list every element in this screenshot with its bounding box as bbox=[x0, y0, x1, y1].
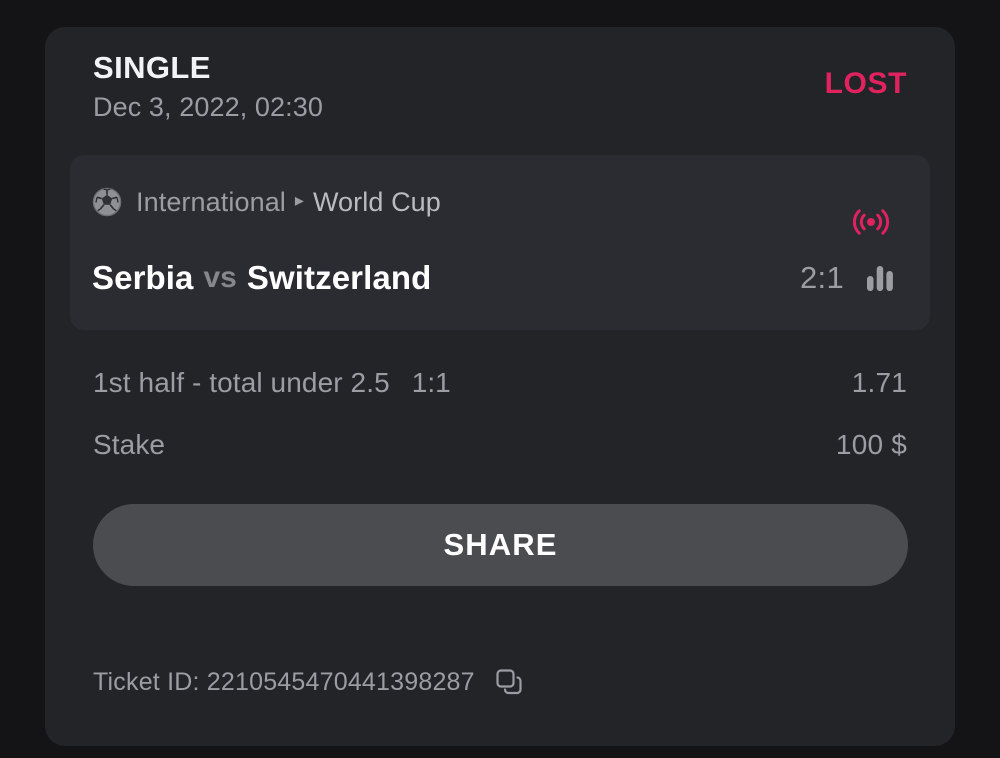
soccer-ball-icon bbox=[92, 187, 122, 217]
league-row: International ▸ World Cup bbox=[92, 181, 908, 235]
bet-half-score: 1:1 bbox=[411, 367, 451, 398]
stake-left: Stake bbox=[93, 429, 165, 461]
away-team-name: Switzerland bbox=[246, 259, 432, 296]
ticket-header: SINGLE Dec 3, 2022, 02:30 LOST bbox=[93, 49, 907, 145]
home-team-name: Serbia bbox=[92, 259, 194, 296]
bet-selection-row: 1st half - total under 2.5 1:1 1.71 bbox=[93, 352, 907, 414]
page-title: SINGLE bbox=[93, 50, 211, 85]
copy-icon[interactable] bbox=[495, 668, 523, 696]
share-button[interactable]: SHARE bbox=[93, 504, 908, 586]
status-badge: LOST bbox=[824, 67, 907, 100]
tournament-name: World Cup bbox=[312, 186, 441, 217]
bet-details-list: 1st half - total under 2.5 1:1 1.71 Stak… bbox=[93, 352, 907, 476]
score-area: 2:1 bbox=[800, 251, 894, 305]
ticket-date: Dec 3, 2022, 02:30 bbox=[93, 92, 323, 122]
bet-selection-left: 1st half - total under 2.5 1:1 bbox=[93, 367, 451, 399]
match-panel[interactable]: International ▸ World Cup Serbia vs Swit… bbox=[70, 155, 930, 330]
bar-chart-statistics-icon[interactable] bbox=[866, 263, 894, 293]
breadcrumb-separator-icon: ▸ bbox=[294, 189, 304, 210]
match-score: 2:1 bbox=[800, 260, 844, 295]
league-name: International bbox=[136, 186, 286, 217]
ticket-id-row: Ticket ID: 2210545470441398287 bbox=[93, 662, 523, 702]
ticket-id-text: Ticket ID: 2210545470441398287 bbox=[93, 667, 475, 696]
stake-value: 100 $ bbox=[835, 429, 907, 460]
stake-row: Stake 100 $ bbox=[93, 414, 907, 476]
bet-market-label: 1st half - total under 2.5 bbox=[93, 367, 390, 398]
teams-row: Serbia vs Switzerland 2:1 bbox=[92, 251, 908, 305]
stake-label: Stake bbox=[93, 429, 166, 460]
bet-ticket-card: SINGLE Dec 3, 2022, 02:30 LOST Internati… bbox=[45, 27, 955, 746]
bet-odds-value: 1.71 bbox=[851, 367, 907, 398]
vs-label: vs bbox=[203, 261, 237, 294]
live-broadcast-icon[interactable] bbox=[852, 203, 890, 241]
